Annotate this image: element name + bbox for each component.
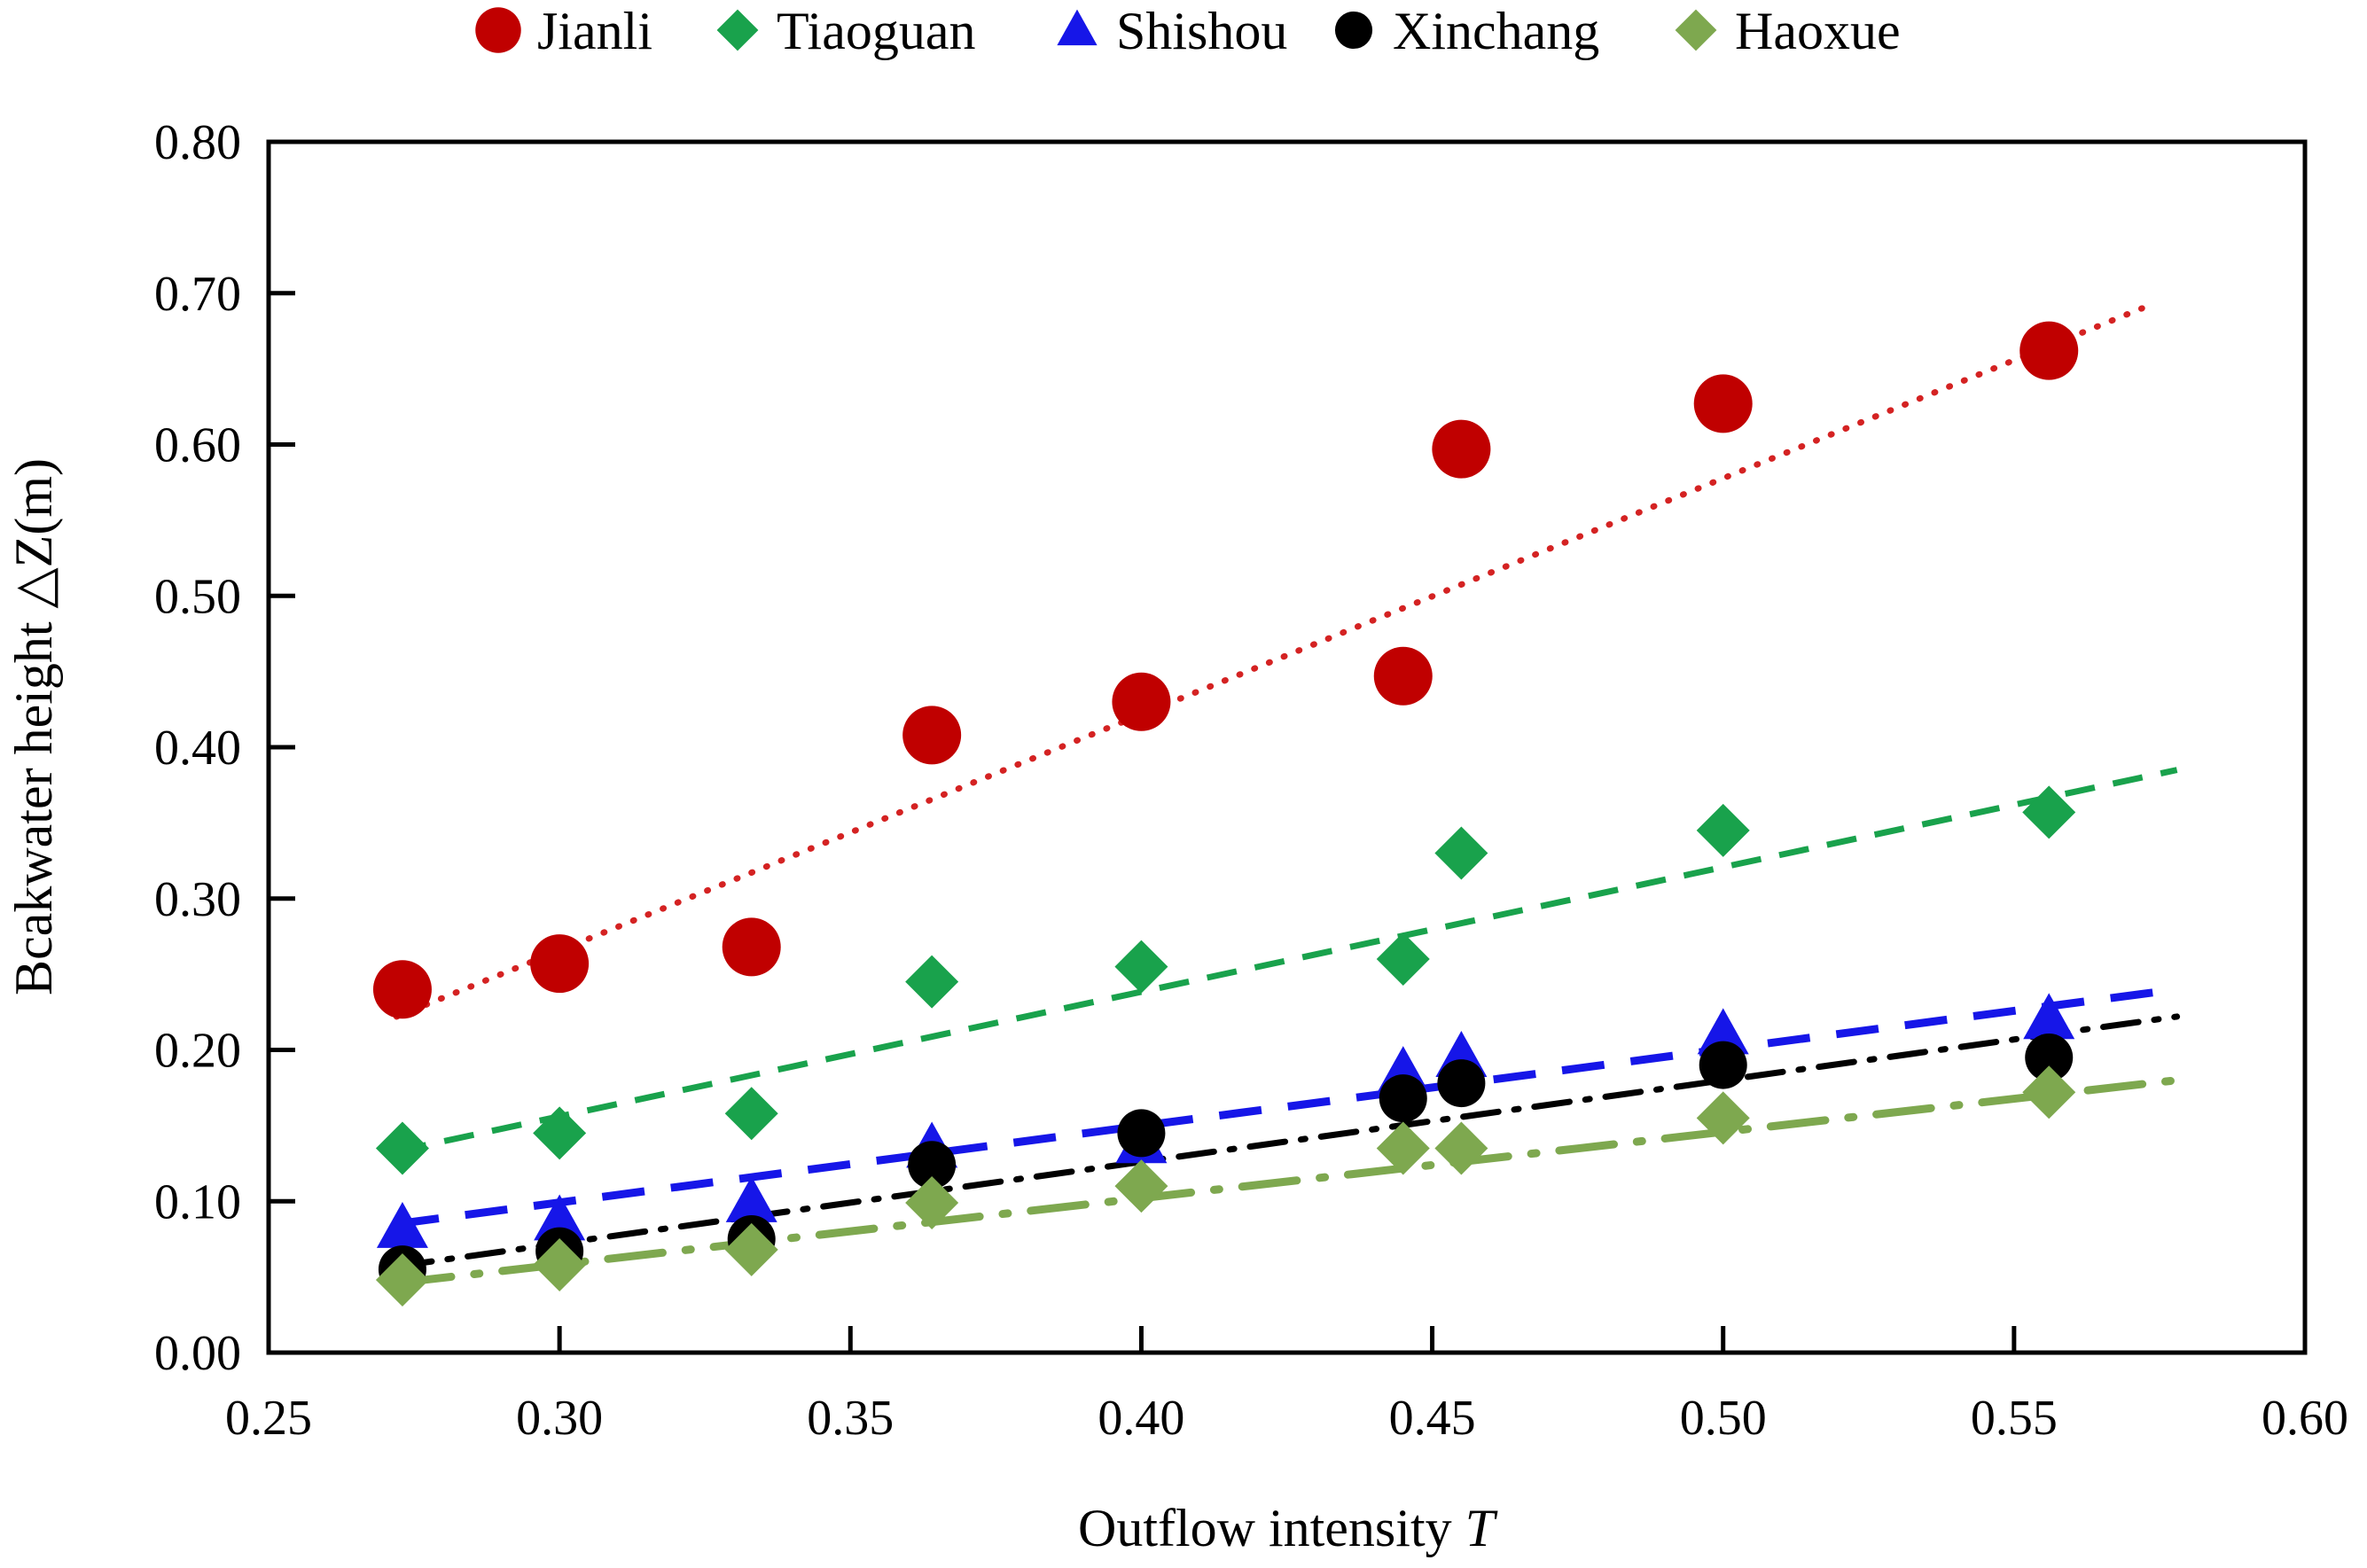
trendline-tiaoguan <box>395 767 2178 1155</box>
y-tick-label: 0.50 <box>154 569 241 624</box>
axis-tick-labels: 0.25 0.30 0.35 0.40 0.45 0.50 0.55 0.60 0.00 0.10… <box>154 115 2348 1446</box>
y-tick-label: 0.80 <box>154 115 241 170</box>
data-point <box>1675 9 1717 51</box>
data-point <box>2019 321 2079 380</box>
data-point <box>475 7 521 53</box>
axis-ticks <box>269 291 2017 1353</box>
data-point <box>1693 374 1753 433</box>
series-jianli <box>372 321 2079 1019</box>
data-point <box>375 1253 429 1307</box>
series-haoxue <box>375 1065 2076 1307</box>
x-axis-title-symbol: T <box>1465 1499 1498 1557</box>
data-point <box>716 9 759 51</box>
data-point <box>1437 1059 1486 1108</box>
data-point <box>905 955 959 1009</box>
y-axis-title-text: Bcakwater height △Z(m) <box>4 458 63 995</box>
y-tick-label: 0.10 <box>154 1174 241 1229</box>
x-axis-title: Outflow intensity T <box>1078 1499 1498 1557</box>
data-point <box>2022 785 2076 839</box>
legend-label: Shishou <box>1116 2 1287 60</box>
data-point <box>1334 11 1373 50</box>
data-point <box>722 917 781 977</box>
trendline-jianli <box>393 305 2145 1020</box>
data-point <box>376 1201 428 1248</box>
data-point <box>724 1222 778 1276</box>
x-tick-label: 0.45 <box>1389 1391 1476 1446</box>
data-point <box>725 1175 777 1222</box>
data-point <box>2023 993 2075 1040</box>
data-point <box>902 706 962 765</box>
series-tiaoguan <box>375 785 2076 1175</box>
trendline-xinchang <box>393 1013 2181 1270</box>
data-point <box>1696 803 1750 857</box>
legend-item-tiaoguan: Tiaoguan <box>716 2 975 60</box>
data-point <box>372 960 432 1019</box>
x-tick-label: 0.25 <box>225 1391 312 1446</box>
data-point <box>1114 1159 1168 1213</box>
data-point <box>530 934 590 994</box>
data-point <box>1697 1008 1749 1055</box>
legend-label: Jianli <box>537 2 652 60</box>
x-tick-label: 0.50 <box>1680 1391 1767 1446</box>
data-point <box>533 1106 587 1160</box>
legend-item-xinchang: Xinchang <box>1334 2 1599 60</box>
data-point <box>1434 1121 1488 1175</box>
y-tick-label: 0.70 <box>154 267 241 322</box>
data-point <box>2025 1034 2074 1082</box>
y-tick-label: 0.60 <box>154 418 241 473</box>
data-point <box>1373 646 1433 706</box>
data-point <box>1699 1041 1747 1089</box>
data-point <box>1379 1074 1427 1123</box>
data-point <box>2022 1065 2076 1119</box>
y-tick-label: 0.00 <box>154 1326 241 1381</box>
x-tick-label: 0.40 <box>1098 1391 1184 1446</box>
legend-label: Haoxue <box>1735 2 1901 60</box>
data-point <box>534 1194 586 1241</box>
x-tick-label: 0.55 <box>1971 1391 2058 1446</box>
data-point <box>1432 419 1491 479</box>
data-point <box>375 1121 429 1175</box>
data-point <box>724 1087 778 1141</box>
data-point <box>1376 1121 1430 1175</box>
chart-legend: Jianli Tiaoguan Shishou Xinchang Haoxue <box>475 2 1901 60</box>
trendline-haoxue <box>392 1076 2182 1287</box>
data-point <box>1112 672 1171 731</box>
y-tick-label: 0.30 <box>154 872 241 927</box>
x-tick-label: 0.30 <box>516 1391 603 1446</box>
y-tick-label: 0.20 <box>154 1024 241 1079</box>
y-tick-label: 0.40 <box>154 721 241 776</box>
plot-frame <box>266 139 2308 1355</box>
data-point <box>908 1141 957 1190</box>
data-point <box>1117 1109 1166 1158</box>
y-axis-title: Bcakwater height △Z(m) <box>4 458 63 995</box>
data-point <box>1434 826 1488 880</box>
data-point <box>1696 1091 1750 1145</box>
legend-label: Tiaoguan <box>777 2 975 60</box>
legend-item-haoxue: Haoxue <box>1675 2 1901 60</box>
data-point <box>1114 940 1168 994</box>
data-point <box>1057 9 1098 46</box>
legend-item-jianli: Jianli <box>475 2 652 60</box>
x-tick-label: 0.35 <box>807 1391 894 1446</box>
plot-border <box>266 139 2308 1355</box>
trend-lines <box>392 305 2182 1287</box>
data-markers <box>372 321 2079 1307</box>
x-axis-title-text: Outflow intensity <box>1078 1499 1465 1557</box>
legend-label: Xinchang <box>1393 2 1599 60</box>
legend-item-shishou: Shishou <box>1057 2 1287 60</box>
data-point <box>533 1237 587 1291</box>
data-point <box>1376 932 1430 987</box>
trendline-shishou <box>395 985 2178 1229</box>
svg-text:Outflow intensity T: Outflow intensity T <box>1078 1499 1498 1557</box>
data-point <box>905 1175 959 1229</box>
x-tick-label: 0.60 <box>2262 1391 2348 1446</box>
